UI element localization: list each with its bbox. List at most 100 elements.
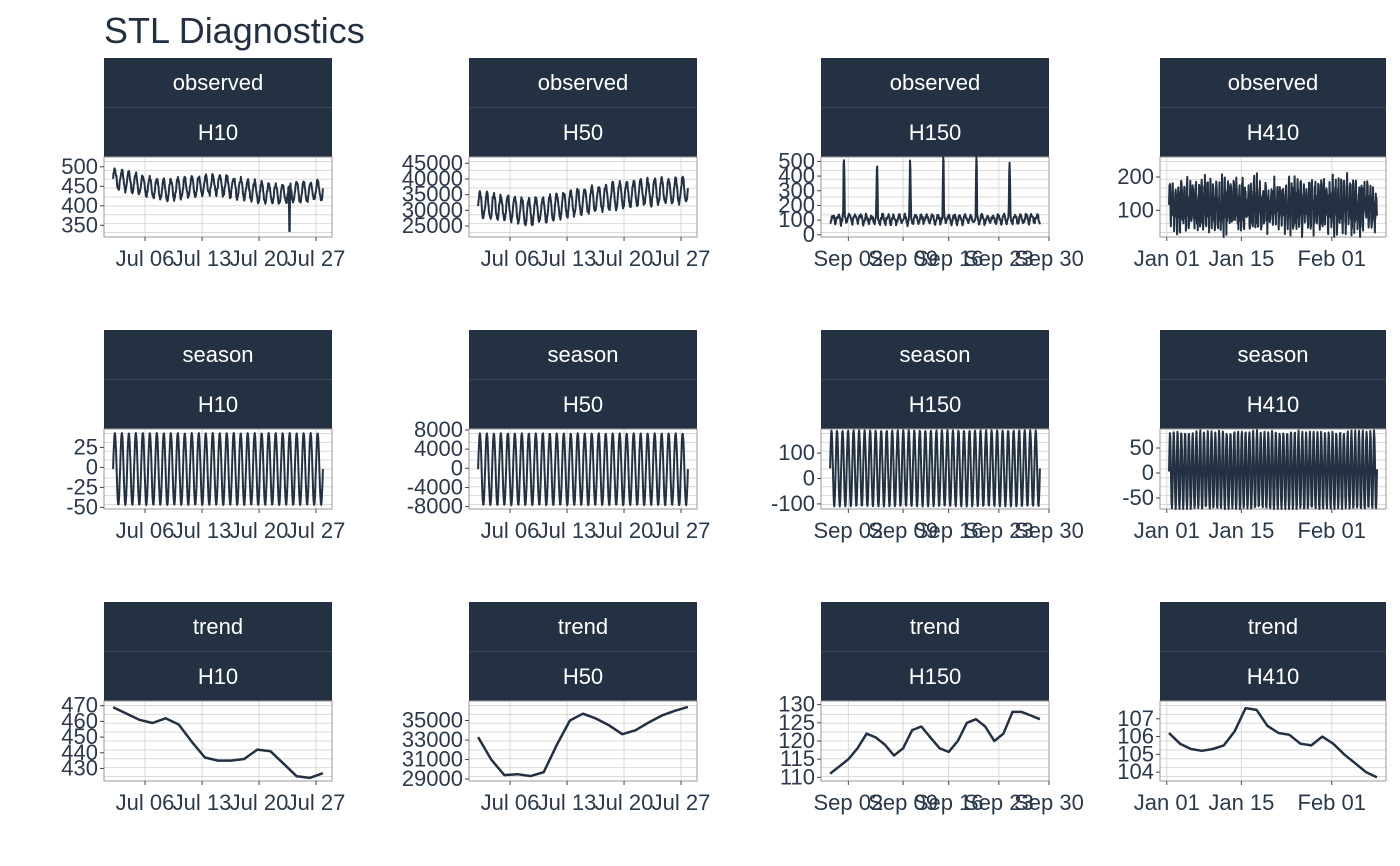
facet-label-series: H150 <box>821 651 1049 702</box>
panel-border <box>1159 156 1387 238</box>
x-tick-label: Feb 01 <box>1298 246 1367 271</box>
x-tick-label: Sep 02 <box>813 518 883 543</box>
x-tick-label: Jul 20 <box>230 790 289 815</box>
x-tick-label: Jul 27 <box>652 246 711 271</box>
facet-label-series: H150 <box>821 379 1049 430</box>
y-tick-label: -50 <box>66 494 98 519</box>
y-tick-label: 0 <box>1142 460 1154 485</box>
y-tick-label: 450 <box>61 173 98 198</box>
facet-label-component: trend <box>909 614 961 639</box>
facet-strip: season H10 <box>104 330 332 429</box>
facet-label-series: H410 <box>1160 651 1386 702</box>
y-tick-label: 460 <box>61 708 98 733</box>
panel-border <box>1159 700 1387 782</box>
facet-label-component: season <box>899 342 971 367</box>
x-tick-label: Jul 27 <box>652 518 711 543</box>
y-tick-label: 25 <box>74 434 98 459</box>
facet-strip: observed H150 <box>821 58 1049 157</box>
facet-label-series: H410 <box>1160 379 1386 430</box>
y-tick-label: -100 <box>771 491 815 516</box>
x-tick-label: Sep 30 <box>1014 518 1084 543</box>
facet-label-component: observed <box>1227 70 1319 95</box>
y-tick-label: 200 <box>1117 164 1154 189</box>
x-tick-label: Sep 09 <box>868 518 938 543</box>
facet-label-series: H50 <box>469 651 697 702</box>
y-tick-label: -25 <box>66 474 98 499</box>
y-tick-label: 430 <box>61 755 98 780</box>
series-line <box>477 175 689 227</box>
facet-strip: observed H410 <box>1160 58 1386 157</box>
panel-border <box>820 428 1050 510</box>
y-tick-label: 35000 <box>402 708 463 733</box>
x-tick-label: Jul 13 <box>538 246 597 271</box>
x-tick-label: Feb 01 <box>1298 518 1367 543</box>
facet-label-series: H10 <box>104 379 332 430</box>
y-tick-label: 400 <box>61 193 98 218</box>
y-tick-label: 0 <box>803 466 815 491</box>
panel-border <box>103 428 333 510</box>
y-tick-label: 105 <box>1117 741 1154 766</box>
y-tick-label: 33000 <box>402 727 463 752</box>
panel-border <box>468 156 698 238</box>
y-tick-label: -4000 <box>407 474 463 499</box>
x-tick-label: Sep 02 <box>813 790 883 815</box>
y-tick-label: 30000 <box>402 197 463 222</box>
x-tick-label: Jul 06 <box>116 518 175 543</box>
x-tick-label: Jul 13 <box>173 518 232 543</box>
series-line <box>112 706 324 780</box>
series-line <box>477 705 689 778</box>
x-tick-label: Jul 13 <box>538 518 597 543</box>
x-tick-label: Jul 06 <box>481 790 540 815</box>
y-tick-label: 0 <box>803 222 815 247</box>
y-tick-label: 0 <box>86 454 98 479</box>
x-tick-label: Jan 15 <box>1208 246 1274 271</box>
series-line <box>1168 706 1378 779</box>
facet-label-component: trend <box>1247 614 1299 639</box>
x-tick-label: Jul 20 <box>230 518 289 543</box>
y-tick-label: 200 <box>778 192 815 217</box>
x-tick-label: Sep 30 <box>1014 246 1084 271</box>
y-tick-label: 110 <box>780 764 815 789</box>
x-tick-label: Jul 27 <box>287 518 346 543</box>
y-tick-label: 25000 <box>402 213 463 238</box>
x-tick-label: Sep 02 <box>813 246 883 271</box>
series-line <box>477 432 689 507</box>
facet-strip: observed H50 <box>469 58 697 157</box>
facet-label-series: H10 <box>104 107 332 158</box>
x-tick-label: Jul 06 <box>481 246 540 271</box>
y-tick-label: 106 <box>1117 724 1154 749</box>
y-tick-label: 100 <box>778 440 815 465</box>
facet-label-component: trend <box>557 614 609 639</box>
facet-label-component: season <box>1237 342 1309 367</box>
x-tick-label: Sep 23 <box>964 790 1034 815</box>
y-tick-label: 35000 <box>402 182 463 207</box>
panel-border <box>103 156 333 238</box>
x-tick-label: Feb 01 <box>1298 790 1367 815</box>
x-tick-label: Jul 06 <box>481 518 540 543</box>
x-tick-label: Sep 23 <box>964 518 1034 543</box>
y-tick-label: 100 <box>778 207 815 232</box>
series-line <box>829 710 1041 775</box>
facet-strip: season H150 <box>821 330 1049 429</box>
series-line <box>112 167 324 233</box>
y-tick-label: 4000 <box>414 436 463 461</box>
panel-border <box>103 700 333 782</box>
x-tick-label: Jul 06 <box>116 790 175 815</box>
x-tick-label: Jul 27 <box>652 790 711 815</box>
y-tick-label: 500 <box>61 154 98 179</box>
x-tick-label: Jan 15 <box>1208 790 1274 815</box>
facet-strip: season H410 <box>1160 330 1386 429</box>
x-tick-label: Jul 27 <box>287 790 346 815</box>
y-tick-label: 107 <box>1117 706 1154 731</box>
x-tick-label: Sep 09 <box>868 790 938 815</box>
panel-border <box>468 428 698 510</box>
x-tick-label: Sep 16 <box>914 518 984 543</box>
